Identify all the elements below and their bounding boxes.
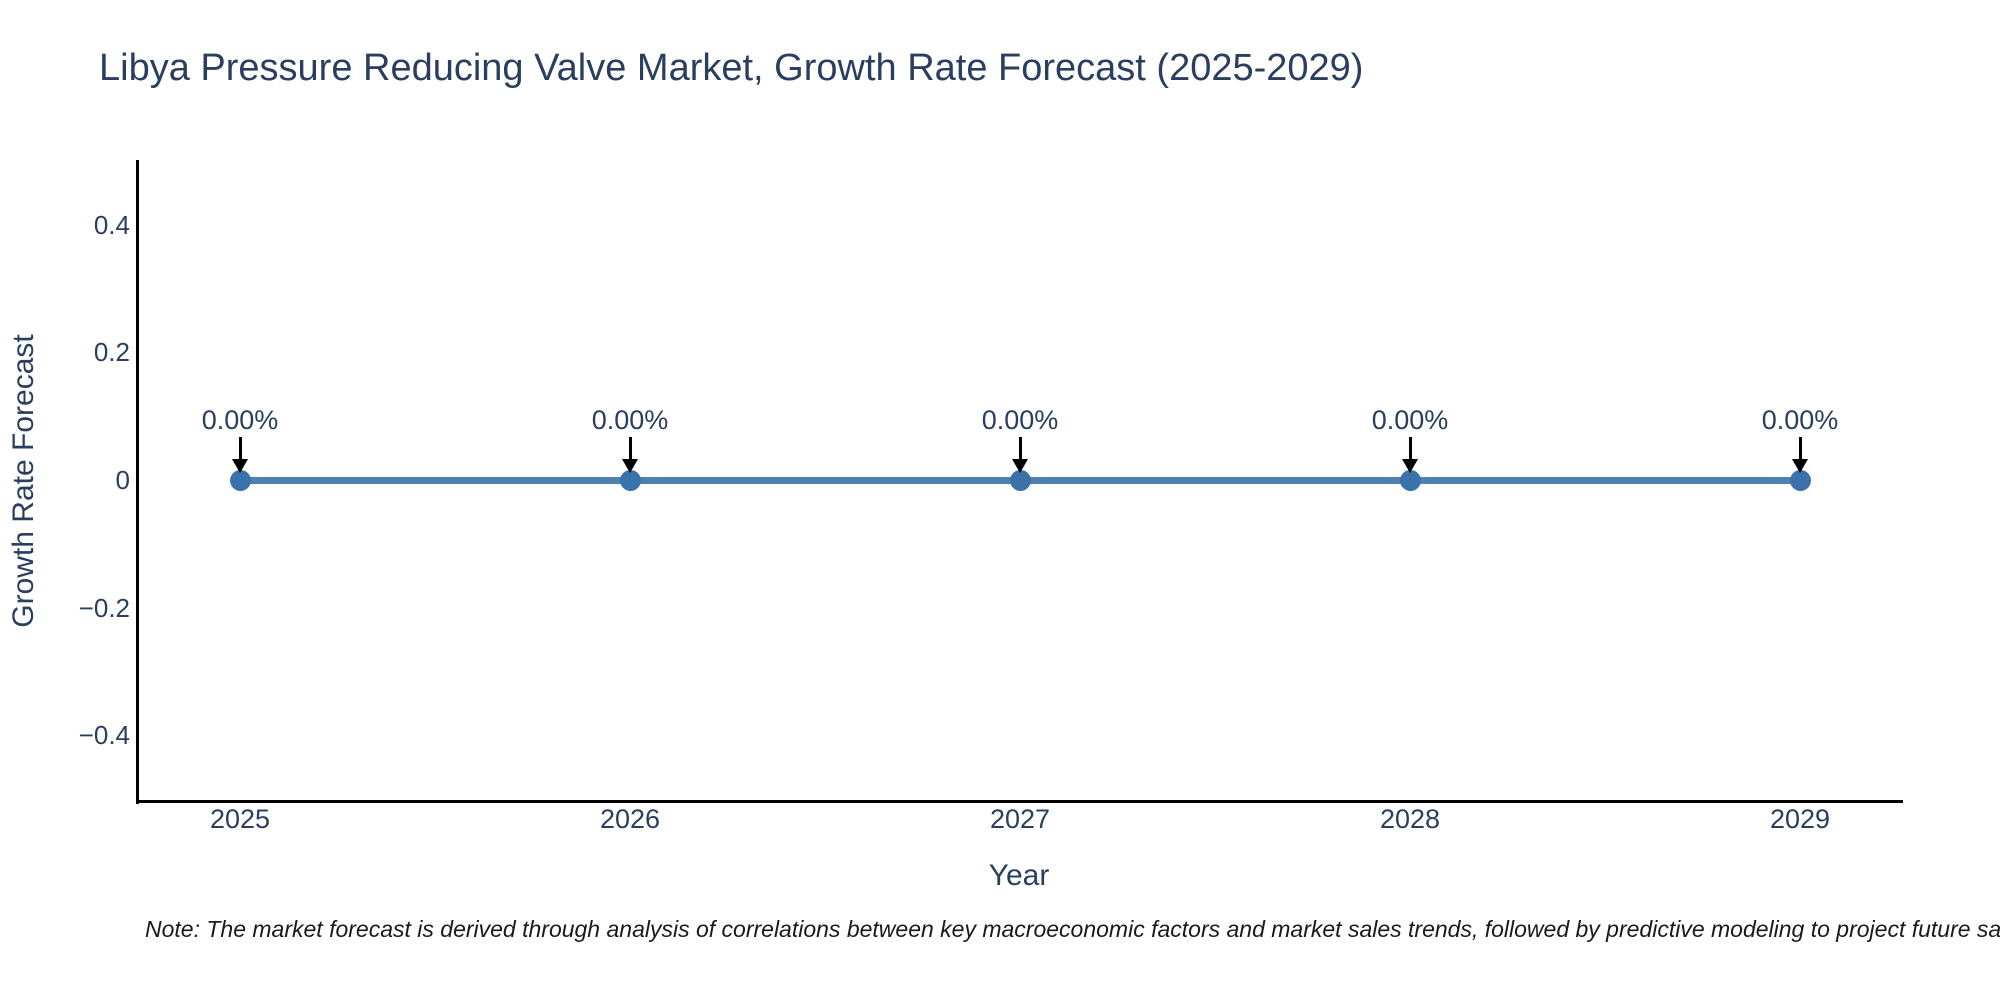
arrow-down-icon bbox=[622, 459, 638, 473]
annotation-label: 0.00% bbox=[1371, 405, 1449, 435]
x-tick-label-2027: 2027 bbox=[989, 804, 1051, 834]
annotation-arrow-shaft bbox=[628, 437, 632, 462]
y-tick-label-0-2: 0.2 bbox=[93, 337, 130, 367]
annotation-arrow-shaft bbox=[238, 437, 242, 462]
annotation-label: 0.00% bbox=[981, 405, 1059, 435]
annotation-label: 0.00% bbox=[201, 405, 279, 435]
y-axis-title: Growth Rate Forecast bbox=[7, 334, 40, 628]
annotation-arrow-shaft bbox=[1018, 437, 1022, 462]
annotation-label: 0.00% bbox=[1761, 405, 1839, 435]
arrow-down-icon bbox=[232, 459, 248, 473]
y-tick-label-neg-0-4: −0.4 bbox=[78, 720, 130, 750]
data-point-marker-2029 bbox=[1789, 469, 1811, 491]
annotation-arrow-shaft bbox=[1408, 437, 1412, 462]
arrow-down-icon bbox=[1402, 459, 1418, 473]
x-tick-label-2029: 2029 bbox=[1769, 804, 1831, 834]
x-tick-label-2026: 2026 bbox=[599, 804, 661, 834]
x-tick-label-2025: 2025 bbox=[209, 804, 271, 834]
y-tick-label-0-4: 0.4 bbox=[93, 210, 130, 240]
arrow-down-icon bbox=[1792, 459, 1808, 473]
arrow-down-icon bbox=[1012, 459, 1028, 473]
y-tick-label-neg-0-2: −0.2 bbox=[78, 593, 130, 623]
x-axis-line bbox=[136, 800, 1903, 803]
y-tick-label-0: 0 bbox=[115, 465, 130, 495]
annotation-label: 0.00% bbox=[591, 405, 669, 435]
data-point-marker-2028 bbox=[1399, 469, 1421, 491]
x-axis-title: Year bbox=[988, 859, 1050, 892]
x-tick-label-2028: 2028 bbox=[1379, 804, 1441, 834]
page-title: Libya Pressure Reducing Valve Market, Gr… bbox=[99, 47, 1364, 89]
footnote: Note: The market forecast is derived thr… bbox=[145, 916, 2000, 942]
annotation-arrow-shaft bbox=[1798, 437, 1802, 462]
y-axis-line bbox=[136, 160, 139, 804]
data-point-marker-2025 bbox=[229, 469, 251, 491]
data-point-marker-2026 bbox=[619, 469, 641, 491]
data-point-marker-2027 bbox=[1009, 469, 1031, 491]
